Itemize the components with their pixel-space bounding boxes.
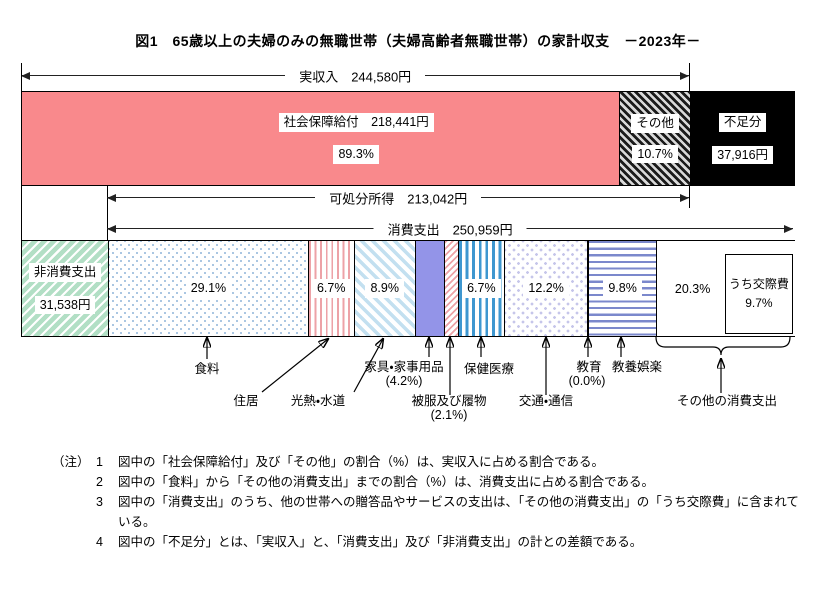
income-bar: その他 10.7% 不足分 37,916円 社会保障給付 218,441円 89… bbox=[21, 91, 795, 186]
other-consumption-label: その他の消費支出 bbox=[676, 394, 778, 408]
non-consumption-segment: 非消費支出 31,538円 bbox=[22, 241, 109, 336]
disposable-income-arrow-label: 可処分所得 213,042円 bbox=[315, 188, 482, 208]
consumption-arrow-label: 消費支出 250,959円 bbox=[373, 219, 527, 239]
note-4-num: 4 bbox=[96, 535, 103, 549]
furniture-segment bbox=[414, 241, 444, 336]
fuel-pointer-arrow bbox=[353, 339, 383, 393]
transport-label: 交通・通信 bbox=[518, 394, 574, 408]
fuel-segment: 8.9% bbox=[353, 241, 415, 336]
clothing-label: 被服及び履物 bbox=[411, 394, 487, 408]
food-pct: 29.1% bbox=[185, 279, 232, 298]
social-security-segment bbox=[22, 92, 619, 185]
figure-title: 図1 65歳以上の夫婦のみの無職世帯（夫婦高齢者無職世帯）の家計収支 －2023… bbox=[135, 33, 701, 49]
notes: （注） 1 図中の「社会保障給付」及び「その他」の割合（%）は、実収入に占める割… bbox=[52, 452, 800, 552]
other-income-pct: 10.7% bbox=[632, 144, 678, 164]
non-consumption-amount: 31,538円 bbox=[34, 295, 96, 315]
other-consumption-segment: 20.3% うち交際費 9.7% bbox=[655, 241, 795, 336]
note-2-text: 図中の「食料」から「その他の消費支出」までの割合（%）は、消費支出に占める割合で… bbox=[118, 475, 654, 489]
housing-pointer-arrow bbox=[261, 339, 328, 393]
food-label: 食料 bbox=[194, 362, 220, 376]
medical-segment: 6.7% bbox=[457, 241, 504, 336]
food-segment: 29.1% bbox=[108, 241, 308, 336]
consumption-measure-arrow: 消費支出 250,959円 bbox=[107, 219, 793, 239]
housing-pct: 6.7% bbox=[311, 279, 351, 298]
note-3-text: 図中の「消費支出」のうち、他の世帯への贈答品やサービスの支出は、「その他の消費支… bbox=[118, 495, 799, 529]
clothing-segment bbox=[443, 241, 458, 336]
furniture-label: 家具・家事用品 bbox=[364, 360, 444, 374]
deficit-segment: 不足分 37,916円 bbox=[690, 92, 794, 185]
notes-mark: （注） bbox=[52, 455, 90, 469]
disposable-income-measure-arrow: 可処分所得 213,042円 bbox=[107, 188, 690, 208]
education-pct-label: (0.0%) bbox=[568, 374, 606, 388]
transport-pct: 12.2% bbox=[523, 279, 569, 298]
recreation-segment: 9.8% bbox=[588, 241, 656, 336]
housing-label: 住居 bbox=[233, 394, 259, 408]
note-1-num: 1 bbox=[96, 455, 103, 469]
guide-line-nonconsumption-end bbox=[107, 184, 109, 241]
note-2-num: 2 bbox=[96, 475, 103, 489]
recreation-pct: 9.8% bbox=[603, 279, 642, 298]
housing-segment: 6.7% bbox=[307, 241, 354, 336]
education-segment bbox=[587, 241, 589, 336]
fuel-label: 光熱・水道 bbox=[290, 394, 346, 408]
deficit-label: 不足分 bbox=[718, 112, 767, 132]
recreation-label: 教養娯楽 bbox=[611, 360, 663, 374]
note-4-text: 図中の「不足分」とは、「実収入」と、「消費支出」及び「非消費支出」の計との差額で… bbox=[118, 535, 643, 549]
non-consumption-label: 非消費支出 bbox=[28, 262, 102, 282]
deficit-amount: 37,916円 bbox=[712, 145, 774, 165]
income-measure-arrow: 実収入 244,580円 bbox=[21, 66, 690, 86]
category-pointer-overlay bbox=[0, 335, 791, 395]
medical-pct: 6.7% bbox=[462, 279, 501, 298]
kosaihi-box: うち交際費 9.7% bbox=[724, 254, 793, 334]
note-3-num: 3 bbox=[96, 495, 103, 509]
medical-label: 保健医療 bbox=[463, 362, 515, 376]
other-income-label: その他 bbox=[631, 113, 679, 133]
other-consumption-pct: 20.3% bbox=[674, 281, 711, 296]
note-1-text: 図中の「社会保障給付」及び「その他」の割合（%）は、実収入に占める割合である。 bbox=[118, 455, 604, 469]
kosaihi-pct: 9.7% bbox=[745, 296, 773, 310]
transport-segment: 12.2% bbox=[503, 241, 588, 336]
furniture-pct-label: (4.2%) bbox=[385, 374, 423, 388]
expenditure-bar: 非消費支出 31,538円 29.1% 6.7% 8.9% 6.7% 12.2%… bbox=[21, 240, 795, 337]
other-consumption-brace bbox=[655, 336, 791, 356]
clothing-pct-label: (2.1%) bbox=[430, 408, 468, 422]
kosaihi-label: うち交際費 bbox=[728, 276, 789, 291]
other-income-segment: その他 10.7% bbox=[618, 92, 691, 185]
education-label: 教育 bbox=[576, 360, 602, 374]
fuel-pct: 8.9% bbox=[365, 279, 404, 298]
income-arrow-label: 実収入 244,580円 bbox=[285, 66, 426, 86]
